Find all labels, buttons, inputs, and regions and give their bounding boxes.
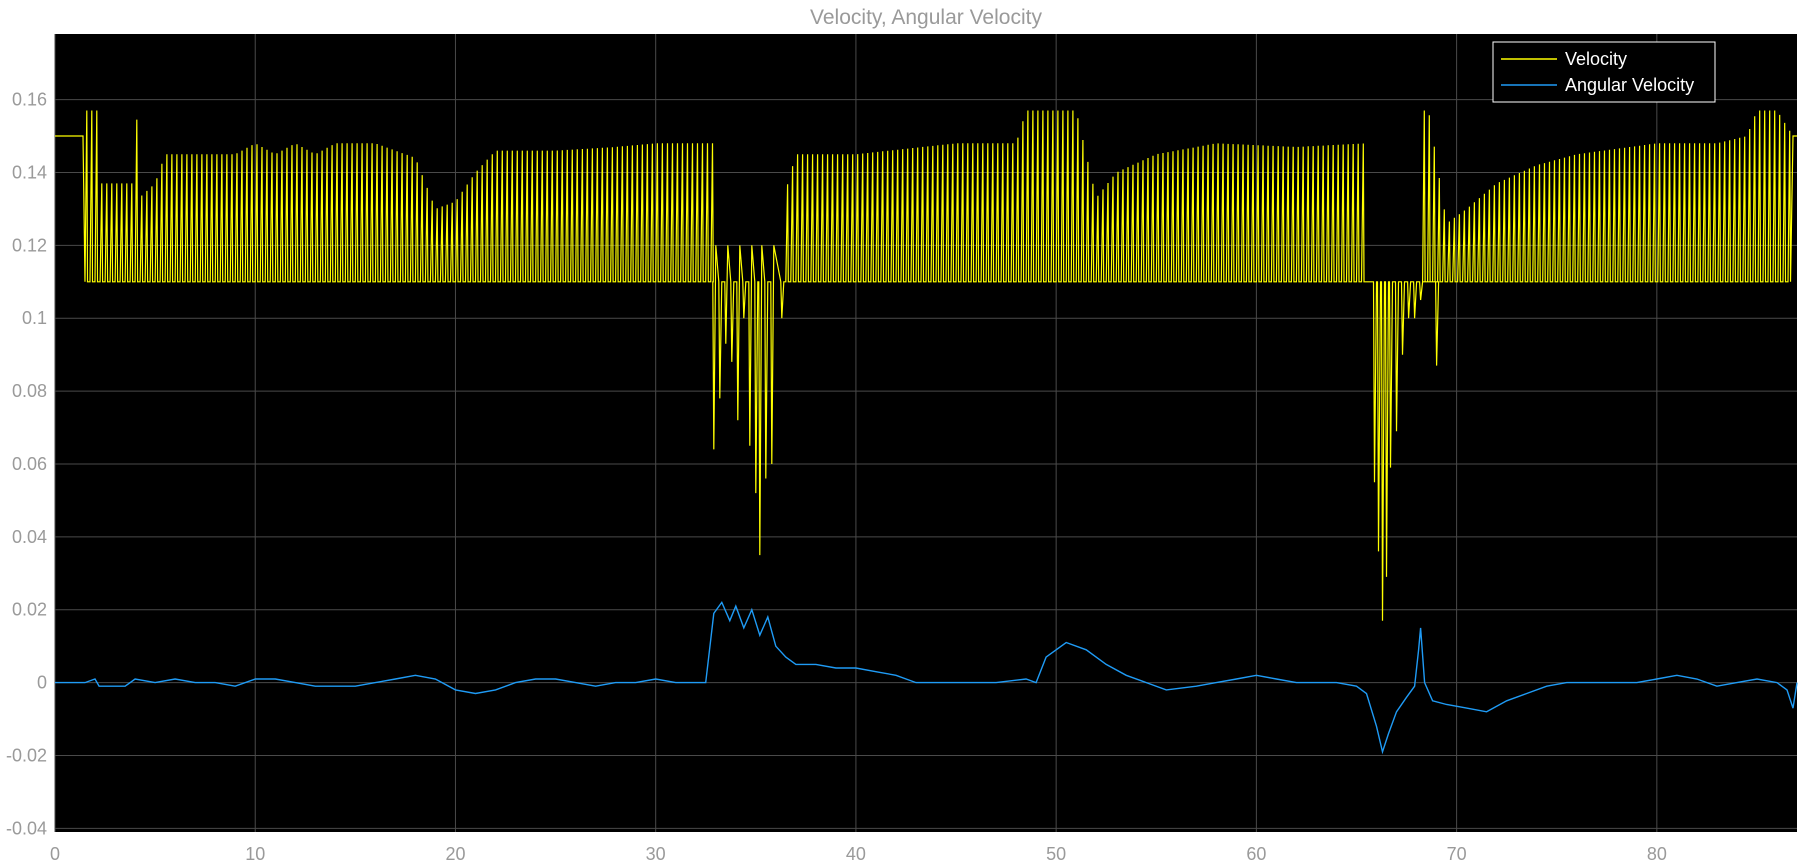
legend-label: Angular Velocity (1565, 75, 1694, 95)
y-tick-label: -0.02 (6, 745, 47, 765)
series-layer (55, 110, 1798, 755)
y-tick-label: -0.04 (6, 818, 47, 838)
chart-title: Velocity, Angular Velocity (810, 6, 1042, 29)
y-tick-label: 0.02 (12, 600, 47, 620)
y-tick-label: 0.04 (12, 527, 47, 547)
series-line-angular-velocity (55, 601, 1798, 755)
y-tick-label: 0.16 (12, 90, 47, 110)
y-tick-label: 0.12 (12, 235, 47, 255)
series-line-velocity (55, 110, 1797, 621)
y-tick-label: 0.14 (12, 162, 47, 182)
y-tick-label: 0.06 (12, 454, 47, 474)
x-tick-label: 10 (245, 844, 265, 864)
y-tick-label: 0 (37, 673, 47, 693)
legend-label: Velocity (1565, 49, 1627, 69)
x-tick-label: 40 (846, 844, 866, 864)
tick-labels: 0 10 20 30 40 50 60 70 80 -0.04 -0.02 0 0.02 0.04 0.06… (6, 90, 1667, 864)
x-tick-label: 0 (50, 844, 60, 864)
legend-box (1492, 41, 1716, 103)
x-tick-label: 60 (1246, 844, 1266, 864)
x-tick-label: 80 (1647, 844, 1667, 864)
y-tick-label: 0.1 (22, 308, 47, 328)
plot-area (55, 34, 1797, 832)
x-tick-label: 20 (445, 844, 465, 864)
x-tick-label: 50 (1046, 844, 1066, 864)
x-tick-label: 30 (646, 844, 666, 864)
legend[interactable]: Velocity Angular Velocity (1492, 41, 1716, 103)
y-tick-label: 0.08 (12, 381, 47, 401)
x-tick-label: 70 (1447, 844, 1467, 864)
